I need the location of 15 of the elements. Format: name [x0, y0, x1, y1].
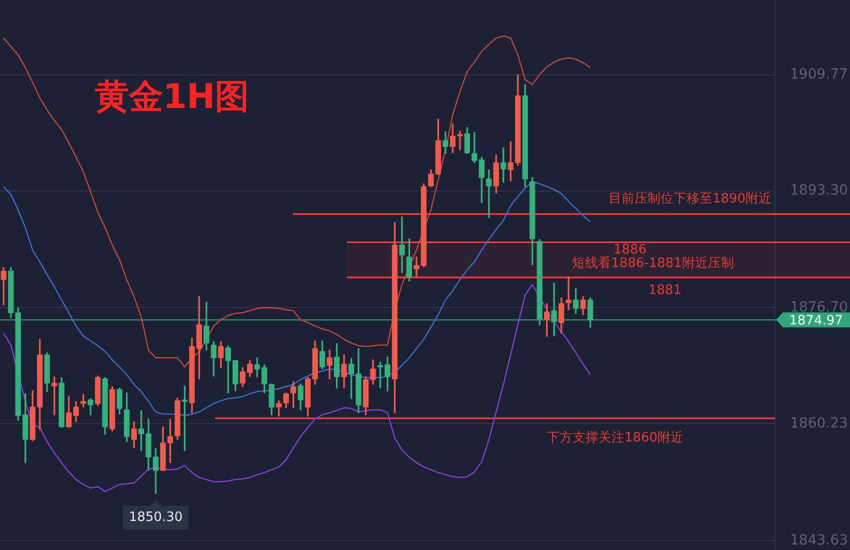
annotation: 1850.30: [128, 510, 183, 526]
text: 黄金1H图: [95, 76, 250, 117]
ref-line-label: 下方支撑关注1860附近: [546, 430, 684, 446]
candlestick: [399, 216, 405, 273]
band-label: 短线看1886-1881附近压制: [572, 256, 734, 272]
y-tick-label: 1876.70: [790, 299, 848, 316]
y-tick-label: 1843.63: [790, 532, 848, 548]
candlestick: [566, 276, 572, 310]
ref-line-label: 1881: [648, 282, 682, 298]
ref-line-label: 1874.97: [789, 313, 843, 328]
ref-line-label: 1886: [613, 242, 647, 258]
ref-line-label: 目前压制位下移至1890附近: [608, 191, 772, 206]
y-tick-label: 1860.23: [790, 415, 848, 432]
y-tick-label: 1893.30: [790, 182, 848, 198]
y-tick-label: 1909.77: [790, 66, 848, 82]
